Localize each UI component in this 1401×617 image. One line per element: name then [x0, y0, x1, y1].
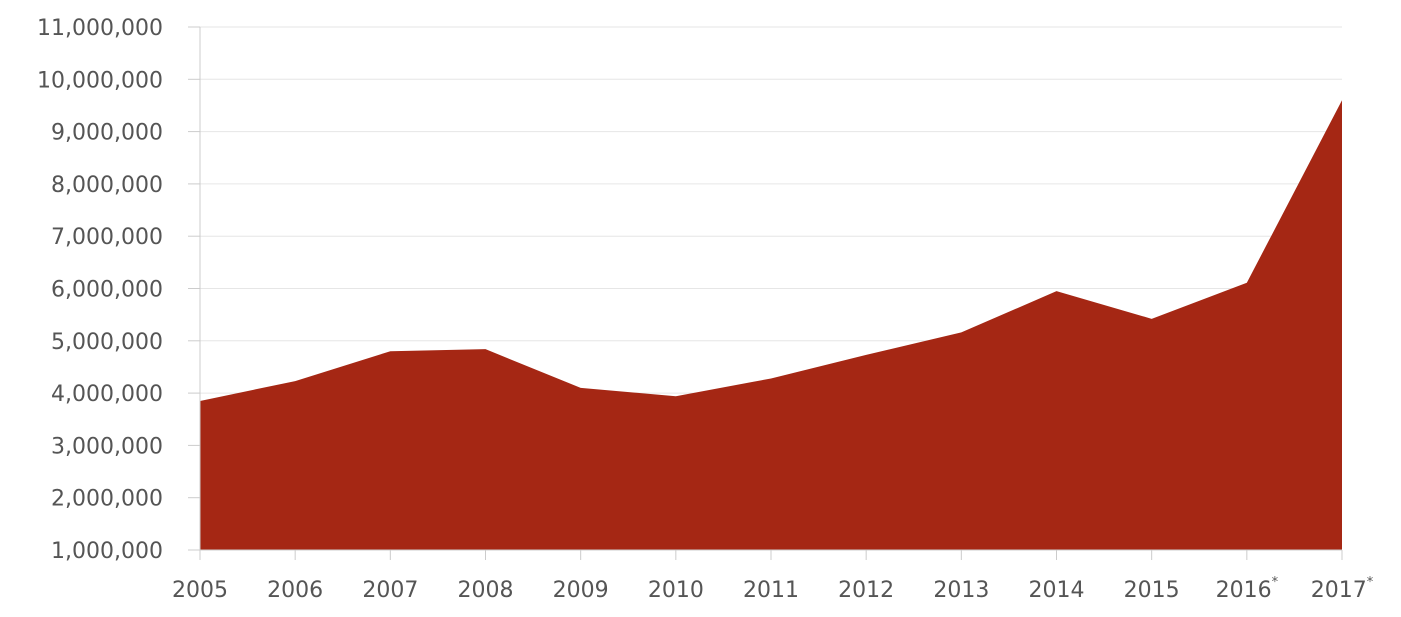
x-tick-year: 2011: [743, 578, 799, 603]
y-tick-label: 11,000,000: [37, 16, 163, 41]
x-tick-label: 2006: [267, 578, 323, 603]
x-tick-year: 2005: [172, 578, 228, 603]
x-tick-label: 2014: [1029, 578, 1085, 603]
x-tick-label: 2008: [458, 578, 514, 603]
x-tick-label: 2007: [362, 578, 418, 603]
x-tick-label: 2005: [172, 578, 228, 603]
x-tick-label: 2009: [553, 578, 609, 603]
x-tick-year: 2009: [553, 578, 609, 603]
x-tick-year: 2008: [458, 578, 514, 603]
y-tick-label: 8,000,000: [51, 173, 163, 198]
x-axis-ticks: 2005 2006 2007 2008 2009 2010 2011 2012 2013 2014…: [172, 550, 1374, 603]
x-tick-year: 2015: [1124, 578, 1180, 603]
area-series: [200, 100, 1342, 550]
y-tick-label: 9,000,000: [51, 121, 163, 146]
y-tick-label: 3,000,000: [51, 434, 163, 459]
x-tick-footnote-marker: *: [1367, 575, 1374, 590]
x-tick-year: 2012: [838, 578, 894, 603]
x-tick-label: 2017*: [1311, 575, 1374, 603]
x-tick-label: 2015: [1124, 578, 1180, 603]
y-tick-label: 5,000,000: [51, 330, 163, 355]
x-tick-year: 2010: [648, 578, 704, 603]
area-fill: [200, 100, 1342, 550]
x-tick-label: 2011: [743, 578, 799, 603]
x-tick-year: 2016: [1216, 578, 1272, 603]
x-tick-label: 2016*: [1216, 575, 1279, 603]
y-tick-label: 2,000,000: [51, 487, 163, 512]
y-tick-label: 6,000,000: [51, 278, 163, 303]
y-tick-label: 1,000,000: [51, 539, 163, 564]
x-tick-year: 2014: [1029, 578, 1085, 603]
y-tick-label: 7,000,000: [51, 225, 163, 250]
x-tick-year: 2006: [267, 578, 323, 603]
x-tick-label: 2010: [648, 578, 704, 603]
x-tick-label: 2012: [838, 578, 894, 603]
y-tick-label: 4,000,000: [51, 382, 163, 407]
x-tick-footnote-marker: *: [1272, 575, 1279, 590]
x-tick-year: 2017: [1311, 578, 1367, 603]
y-tick-label: 10,000,000: [37, 68, 163, 93]
x-tick-year: 2013: [933, 578, 989, 603]
x-tick-label: 2013: [933, 578, 989, 603]
y-axis-ticks: 1,000,000 2,000,000 3,000,000 4,000,000 5,00…: [37, 16, 200, 564]
x-tick-year: 2007: [362, 578, 418, 603]
